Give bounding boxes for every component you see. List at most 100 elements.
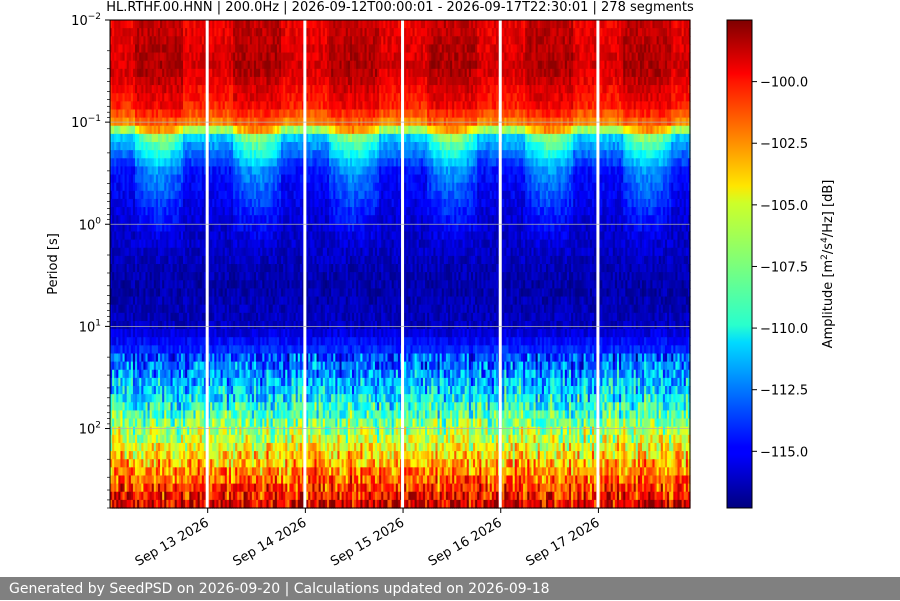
heatmap-cell	[139, 410, 142, 420]
heatmap-cell	[132, 93, 136, 102]
heatmap-cell	[139, 85, 142, 94]
heatmap-cell	[124, 166, 128, 176]
heatmap-cell	[114, 459, 117, 468]
heatmap-cell	[135, 394, 138, 403]
heatmap-cell	[149, 280, 153, 289]
heatmap-cell	[130, 142, 134, 151]
heatmap-cell	[137, 247, 140, 257]
heatmap-cell	[122, 386, 126, 395]
heatmap-cell	[137, 125, 140, 135]
heatmap-cell	[145, 426, 149, 436]
heatmap-cell	[132, 125, 136, 135]
heatmap-cell	[110, 182, 113, 192]
heatmap-cell	[114, 451, 117, 460]
heatmap-cell	[124, 125, 128, 135]
heatmap-cell	[130, 264, 134, 273]
heatmap-cell	[114, 109, 117, 119]
heatmap-cell	[130, 223, 134, 233]
heatmap-cell	[135, 467, 138, 477]
heatmap-cell	[147, 190, 151, 200]
heatmap-cell	[120, 459, 124, 468]
heatmap-cell	[116, 369, 119, 379]
heatmap-cell	[124, 198, 128, 208]
heatmap-cell	[139, 239, 142, 249]
heatmap-cell	[116, 459, 119, 468]
heatmap-cell	[139, 459, 142, 468]
heatmap-cell	[135, 491, 138, 501]
heatmap-cell	[149, 239, 153, 249]
heatmap-cell	[132, 174, 136, 184]
heatmap-cell	[128, 109, 132, 119]
heatmap-cell	[139, 361, 142, 371]
heatmap-cell	[126, 158, 130, 167]
heatmap-cell	[130, 198, 134, 208]
heatmap-cell	[120, 491, 124, 501]
heatmap-cell	[112, 223, 115, 233]
heatmap-cell	[139, 158, 142, 167]
heatmap-cell	[143, 475, 147, 485]
heatmap-cell	[128, 483, 132, 493]
heatmap-cell	[135, 231, 138, 241]
heatmap-cell	[122, 312, 126, 322]
heatmap-cell	[124, 451, 128, 460]
heatmap-cell	[141, 68, 144, 78]
heatmap-cell	[118, 158, 122, 167]
heatmap-cell	[114, 247, 117, 257]
heatmap-cell	[130, 288, 134, 298]
heatmap-cell	[145, 345, 149, 355]
heatmap-cell	[116, 150, 119, 159]
heatmap-cell	[141, 312, 144, 322]
heatmap-cell	[118, 394, 122, 403]
heatmap-cell	[118, 442, 122, 452]
heatmap-cell	[114, 467, 117, 477]
heatmap-cell	[132, 361, 136, 371]
heatmap-cell	[122, 28, 126, 37]
heatmap-cell	[116, 182, 119, 192]
heatmap-cell	[132, 207, 136, 216]
heatmap-cell	[118, 28, 122, 37]
heatmap-cell	[128, 150, 132, 159]
heatmap-cell	[124, 491, 128, 501]
heatmap-cell	[112, 60, 115, 70]
heatmap-cell	[128, 85, 132, 94]
heatmap-cell	[122, 142, 126, 151]
heatmap-cell	[132, 345, 136, 355]
heatmap-cell	[128, 182, 132, 192]
heatmap-cell	[139, 133, 142, 143]
heatmap-cell	[132, 377, 136, 387]
heatmap-cell	[137, 434, 140, 444]
heatmap-cell	[122, 109, 126, 119]
heatmap-cell	[135, 459, 138, 468]
heatmap-cell	[139, 483, 142, 493]
heatmap-cell	[145, 125, 149, 135]
heatmap-cell	[143, 150, 147, 159]
heatmap-cell	[128, 133, 132, 143]
heatmap-cell	[139, 247, 142, 257]
heatmap-cell	[122, 36, 126, 45]
heatmap-cell	[126, 467, 130, 477]
heatmap-cell	[128, 36, 132, 45]
heatmap-cell	[130, 410, 134, 420]
heatmap-cell	[114, 402, 117, 411]
heatmap-cell	[137, 394, 140, 403]
heatmap-cell	[122, 499, 126, 509]
heatmap-cell	[112, 272, 115, 281]
heatmap-cell	[114, 353, 117, 363]
heatmap-cell	[137, 442, 140, 452]
heatmap-cell	[112, 36, 115, 45]
heatmap-cell	[124, 85, 128, 94]
heatmap-cell	[112, 198, 115, 208]
heatmap-cell	[112, 174, 115, 184]
heatmap-cell	[147, 320, 151, 330]
heatmap-cell	[141, 239, 144, 249]
heatmap-cell	[124, 207, 128, 216]
heatmap-cell	[124, 394, 128, 403]
heatmap-cell	[147, 451, 151, 460]
heatmap-cell	[112, 215, 115, 224]
heatmap-cell	[122, 402, 126, 411]
heatmap-cell	[116, 353, 119, 363]
heatmap-cell	[126, 36, 130, 45]
heatmap-cell	[120, 182, 124, 192]
heatmap-cell	[147, 337, 151, 346]
heatmap-cell	[135, 499, 138, 509]
